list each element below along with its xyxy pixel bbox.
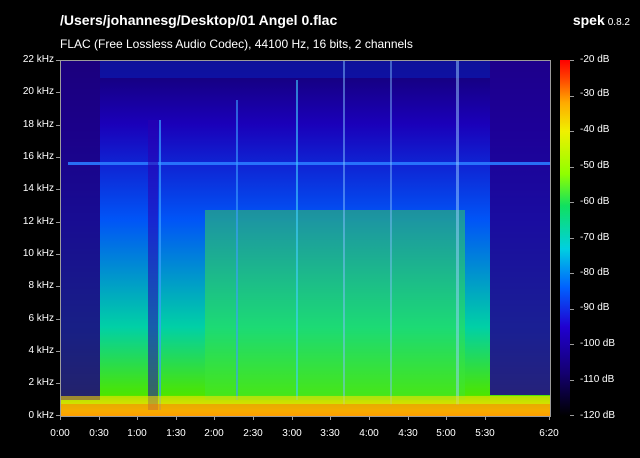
- colorbar-tick: [570, 415, 574, 416]
- y-tick: [56, 286, 60, 287]
- x-tick: [369, 416, 370, 420]
- colorbar-label: -40 dB: [580, 124, 610, 135]
- x-tick-label: 2:30: [243, 428, 263, 439]
- x-tick: [253, 416, 254, 420]
- colorbar-label: -50 dB: [580, 160, 610, 171]
- colorbar-tick: [570, 60, 574, 61]
- y-tick: [56, 222, 60, 223]
- x-tick: [176, 416, 177, 420]
- y-tick-label: 0 kHz: [28, 410, 54, 421]
- colorbar-tick: [570, 344, 574, 345]
- y-tick: [56, 351, 60, 352]
- colorbar-tick: [570, 238, 574, 239]
- transient-streak: [456, 60, 459, 405]
- x-tick-label: 0:00: [50, 428, 70, 439]
- x-tick: [330, 416, 331, 420]
- x-tick: [485, 416, 486, 420]
- colorbar-label: -100 dB: [580, 338, 616, 349]
- colorbar-tick: [570, 380, 574, 381]
- y-tick-label: 2 kHz: [28, 377, 54, 388]
- x-tick: [408, 416, 409, 420]
- app-brand: spek 0.8.2: [573, 12, 630, 28]
- transient-streak: [159, 120, 161, 410]
- colorbar-tick: [570, 202, 574, 203]
- y-tick-label: 8 kHz: [28, 280, 54, 291]
- y-tick-label: 14 kHz: [22, 183, 54, 194]
- colorbar-legend: [560, 60, 570, 416]
- y-tick-label: 22 kHz: [22, 54, 54, 65]
- y-tick-label: 10 kHz: [22, 248, 54, 259]
- x-tick: [137, 416, 138, 420]
- x-tick-label: 3:00: [282, 428, 302, 439]
- transient-streak: [236, 100, 238, 400]
- y-tick: [56, 415, 60, 416]
- x-tick: [60, 416, 61, 420]
- spectrogram: [60, 60, 550, 416]
- x-tick-label: 5:30: [475, 428, 495, 439]
- x-tick-label: 1:00: [127, 428, 147, 439]
- x-tick: [549, 416, 550, 420]
- colorbar-tick: [570, 309, 574, 310]
- sub-bass-energy: [60, 404, 550, 416]
- x-tick-label: 4:00: [359, 428, 379, 439]
- colorbar-label: -20 dB: [580, 54, 610, 65]
- colorbar-label: -110 dB: [580, 374, 615, 385]
- x-tick-label: 0:30: [89, 428, 109, 439]
- low-freq-energy: [60, 396, 550, 404]
- x-tick-label: 3:30: [320, 428, 340, 439]
- spectrogram-layers: [60, 60, 550, 416]
- colorbar-label: -30 dB: [580, 88, 610, 99]
- y-tick-label: 4 kHz: [28, 345, 54, 356]
- quiet-intro-region: [60, 60, 100, 400]
- y-tick-label: 16 kHz: [22, 151, 54, 162]
- x-tick: [99, 416, 100, 420]
- transient-streak: [343, 60, 345, 405]
- x-tick-label: 6:20: [539, 428, 559, 439]
- y-tick: [56, 319, 60, 320]
- x-tick-label: 5:00: [436, 428, 456, 439]
- app-name: spek: [572, 12, 605, 28]
- x-tick: [214, 416, 215, 420]
- colorbar-label: -120 dB: [580, 410, 616, 421]
- colorbar-tick: [570, 273, 574, 274]
- y-tick-label: 20 kHz: [22, 86, 54, 97]
- x-tick-label: 2:00: [204, 428, 224, 439]
- colorbar-label: -90 dB: [580, 302, 610, 313]
- y-tick-label: 18 kHz: [22, 119, 54, 130]
- x-tick-label: 1:30: [166, 428, 186, 439]
- colorbar-label: -80 dB: [580, 267, 610, 278]
- pilot-tone-line: [68, 162, 550, 165]
- y-tick: [56, 189, 60, 190]
- colorbar-label: -70 dB: [580, 232, 610, 243]
- colorbar-tick: [570, 131, 574, 132]
- quiet-outro-region: [490, 60, 550, 395]
- y-tick: [56, 125, 60, 126]
- quiet-dip-1: [148, 120, 158, 410]
- file-title: /Users/johannesg/Desktop/01 Angel 0.flac: [60, 12, 338, 28]
- transient-streak: [296, 80, 298, 400]
- transient-streak: [390, 60, 392, 405]
- high-freq-band: [100, 60, 490, 78]
- y-tick-label: 12 kHz: [22, 216, 54, 227]
- colorbar-label: -60 dB: [580, 196, 610, 207]
- y-tick: [56, 157, 60, 158]
- x-tick-label: 4:30: [398, 428, 418, 439]
- app-version: 0.8.2: [607, 17, 630, 28]
- loud-core-region: [205, 210, 465, 400]
- file-info: FLAC (Free Lossless Audio Codec), 44100 …: [60, 37, 413, 51]
- y-tick: [56, 60, 60, 61]
- y-tick-label: 6 kHz: [28, 313, 54, 324]
- colorbar-tick: [570, 167, 574, 168]
- x-tick: [292, 416, 293, 420]
- x-tick: [446, 416, 447, 420]
- y-tick: [56, 383, 60, 384]
- colorbar-tick: [570, 96, 574, 97]
- y-tick: [56, 254, 60, 255]
- y-tick: [56, 92, 60, 93]
